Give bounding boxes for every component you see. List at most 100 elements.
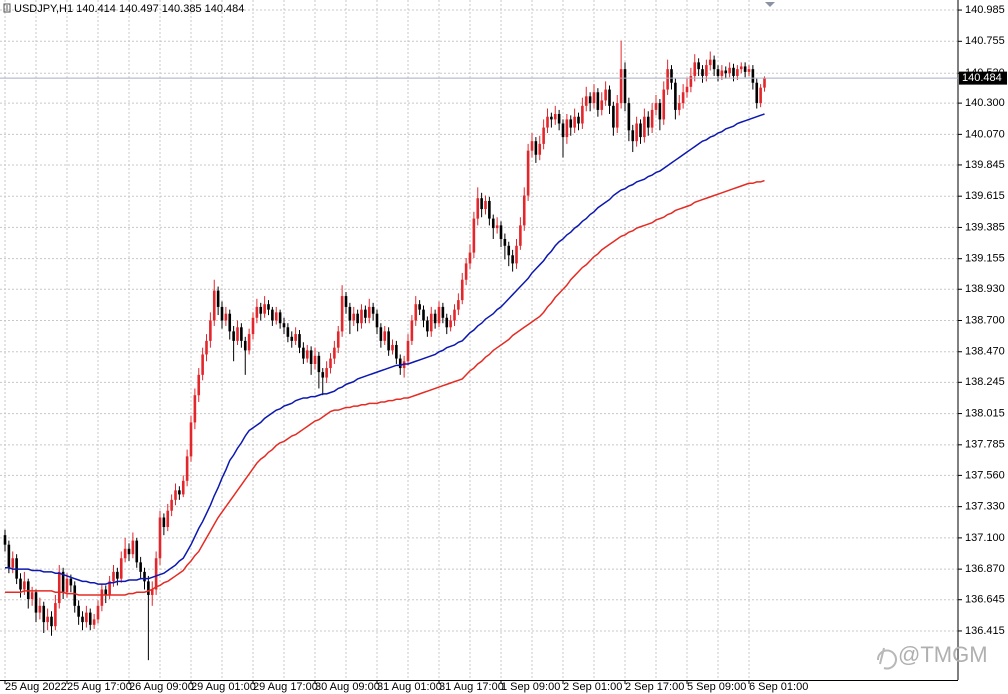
candle-body bbox=[561, 123, 565, 138]
watermark: @TMGM bbox=[898, 642, 988, 667]
x-tick-label: 30 Aug 09:00 bbox=[315, 681, 380, 693]
candle-body bbox=[119, 558, 123, 579]
y-tick-label: 139.155 bbox=[965, 253, 1005, 265]
candle-body bbox=[42, 605, 46, 623]
candle-body bbox=[85, 612, 88, 623]
candle-body bbox=[716, 69, 720, 76]
candle-body bbox=[534, 141, 538, 155]
y-tick-label: 136.415 bbox=[965, 625, 1005, 637]
candle-body bbox=[209, 320, 212, 341]
candle-body bbox=[108, 581, 111, 595]
candle-body bbox=[379, 327, 383, 341]
candle-body bbox=[92, 619, 96, 625]
candle-body bbox=[406, 340, 410, 362]
x-tick-label: 6 Sep 01:00 bbox=[749, 681, 808, 693]
title-group: USDJPY,H1 140.414 140.497 140.385 140.48… bbox=[3, 3, 244, 15]
candle-body bbox=[364, 309, 367, 318]
candle-body bbox=[302, 347, 305, 359]
candle-body bbox=[131, 540, 135, 555]
chart-title: USDJPY,H1 140.414 140.497 140.385 140.48… bbox=[14, 3, 244, 15]
candle-body bbox=[422, 309, 425, 321]
y-tick-label: 140.755 bbox=[965, 35, 1005, 47]
candle-body bbox=[116, 571, 119, 579]
candle-body bbox=[646, 116, 650, 128]
candle-body bbox=[654, 103, 658, 110]
candle-body bbox=[495, 225, 499, 229]
candle-body bbox=[367, 306, 371, 318]
candle-body bbox=[298, 334, 301, 348]
candle-body bbox=[488, 200, 491, 219]
candle-body bbox=[464, 263, 468, 280]
x-tick-label: 26 Aug 09:00 bbox=[129, 681, 194, 693]
candle-body bbox=[216, 290, 220, 307]
candle-body bbox=[410, 320, 414, 341]
candle-body bbox=[251, 317, 255, 335]
candle-body bbox=[720, 70, 724, 76]
candle-body bbox=[69, 578, 73, 586]
candle-body bbox=[677, 103, 681, 110]
candle-body bbox=[747, 69, 751, 72]
candle-body bbox=[414, 304, 418, 321]
candle-body bbox=[557, 113, 561, 124]
candle-body bbox=[77, 605, 80, 617]
candle-body bbox=[581, 105, 584, 124]
candle-body bbox=[565, 119, 569, 138]
candle-body bbox=[57, 571, 61, 604]
candle-body bbox=[658, 103, 662, 120]
y-tick-label: 139.385 bbox=[965, 221, 1005, 233]
candle-body bbox=[697, 62, 700, 70]
candle-body bbox=[522, 195, 526, 226]
candle-body bbox=[158, 517, 162, 559]
candle-body bbox=[453, 309, 456, 321]
candle-body bbox=[433, 313, 437, 324]
candle-body bbox=[50, 616, 53, 627]
candle-body bbox=[584, 96, 588, 106]
candle-body bbox=[635, 123, 638, 142]
x-tick-label: 31 Aug 17:00 bbox=[439, 681, 504, 693]
candle-body bbox=[348, 306, 352, 321]
candle-body bbox=[491, 218, 495, 229]
candle-body bbox=[201, 354, 204, 375]
candle-body bbox=[371, 306, 375, 314]
candle-body bbox=[662, 89, 666, 120]
candle-body bbox=[666, 69, 669, 90]
candle-body bbox=[511, 255, 514, 264]
candle-body bbox=[271, 309, 274, 321]
candle-body bbox=[294, 334, 297, 341]
candle-body bbox=[387, 331, 390, 351]
grid bbox=[0, 0, 958, 680]
candle-body bbox=[732, 67, 735, 76]
candle-body bbox=[240, 327, 243, 341]
candle-body bbox=[325, 368, 328, 378]
candle-body bbox=[507, 245, 511, 256]
candle-body bbox=[100, 589, 104, 606]
y-tick-label: 137.100 bbox=[965, 532, 1005, 544]
y-tick-label: 137.330 bbox=[965, 501, 1005, 513]
y-tick-label: 140.300 bbox=[965, 97, 1005, 109]
candle-body bbox=[600, 100, 604, 110]
candle-body bbox=[608, 89, 611, 106]
candle-body bbox=[313, 355, 317, 364]
candle-body bbox=[143, 571, 146, 582]
candle-body bbox=[763, 78, 766, 88]
candle-body bbox=[23, 581, 26, 590]
candle-body bbox=[693, 62, 697, 76]
candle-body bbox=[232, 331, 235, 341]
candle-body bbox=[596, 92, 600, 110]
candle-body bbox=[604, 89, 607, 101]
candle-body bbox=[65, 578, 69, 593]
candle-body bbox=[426, 320, 429, 332]
candle-body bbox=[573, 116, 576, 128]
candle-body bbox=[530, 141, 534, 151]
y-tick-label: 138.015 bbox=[965, 407, 1005, 419]
candle-body bbox=[212, 290, 216, 321]
candle-body bbox=[650, 109, 654, 128]
candle-body bbox=[755, 82, 759, 104]
candle-body bbox=[627, 103, 631, 131]
candle-body bbox=[499, 225, 503, 239]
candle-body bbox=[398, 358, 402, 369]
candle-body bbox=[30, 592, 34, 600]
y-tick-label: 136.870 bbox=[965, 563, 1005, 575]
